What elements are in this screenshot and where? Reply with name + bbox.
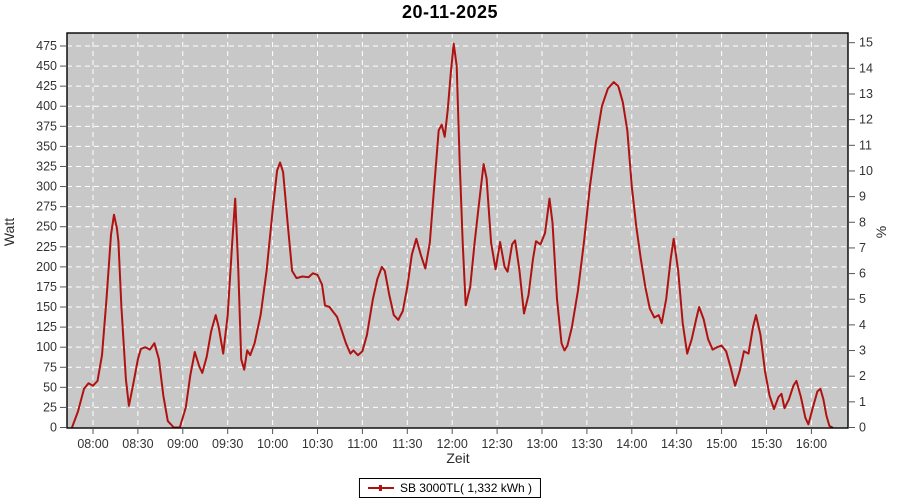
x-tick-label: 13:00 bbox=[526, 437, 557, 451]
y-right-tick-label: 5 bbox=[859, 292, 866, 306]
y-right-tick-label: 0 bbox=[859, 421, 866, 435]
x-tick-label: 15:30 bbox=[751, 437, 782, 451]
chart-title: 20-11-2025 bbox=[401, 2, 499, 22]
y-right-tick-label: 8 bbox=[859, 215, 866, 229]
y-right-tick-label: 2 bbox=[859, 369, 866, 383]
y-left-tick-label: 150 bbox=[36, 300, 57, 314]
y-left-tick-label: 400 bbox=[36, 99, 57, 113]
x-tick-label: 14:00 bbox=[616, 437, 647, 451]
x-tick-label: 11:00 bbox=[347, 437, 377, 451]
y-left-tick-label: 350 bbox=[36, 139, 57, 153]
y-left-tick-label: 325 bbox=[36, 159, 57, 173]
y-left-tick-label: 275 bbox=[36, 200, 57, 214]
y-right-tick-label: 4 bbox=[859, 318, 866, 332]
plot-border bbox=[66, 32, 849, 429]
y-right-tick-label: 9 bbox=[859, 190, 866, 204]
y-left-tick-label: 300 bbox=[36, 180, 57, 194]
y-left-tick-label: 425 bbox=[36, 79, 57, 93]
x-axis-title: Zeit bbox=[446, 450, 470, 466]
x-tick-label: 15:00 bbox=[706, 437, 737, 451]
x-tick-label: 08:00 bbox=[77, 437, 108, 451]
x-tick-label: 09:00 bbox=[167, 437, 198, 451]
x-tick-label: 12:30 bbox=[481, 437, 512, 451]
y-right-tick-label: 7 bbox=[859, 241, 866, 255]
y-left-tick-label: 175 bbox=[36, 280, 57, 294]
y-left-tick-label: 475 bbox=[36, 39, 57, 53]
x-tick-label: 08:30 bbox=[122, 437, 153, 451]
x-tick-label: 12:00 bbox=[437, 437, 468, 451]
y-left-tick-label: 75 bbox=[43, 360, 57, 374]
legend-series-label: SB 3000TL( 1,332 kWh ) bbox=[399, 481, 533, 495]
y-left-tick-label: 125 bbox=[36, 320, 57, 334]
x-tick-label: 09:30 bbox=[212, 437, 243, 451]
y-left-tick-label: 100 bbox=[36, 340, 57, 354]
x-tick-label: 10:00 bbox=[257, 437, 288, 451]
x-tick-label: 10:30 bbox=[302, 437, 333, 451]
y-right-tick-label: 3 bbox=[859, 344, 866, 358]
y-right-tick-label: 12 bbox=[859, 113, 873, 127]
x-tick-label: 13:30 bbox=[571, 437, 602, 451]
y-right-tick-label: 15 bbox=[859, 36, 873, 50]
y-left-tick-label: 450 bbox=[36, 59, 57, 73]
y-right-tick-label: 1 bbox=[859, 395, 866, 409]
x-tick-label: 16:00 bbox=[796, 437, 827, 451]
y-right-tick-label: 13 bbox=[859, 87, 873, 101]
legend: SB 3000TL( 1,332 kWh ) bbox=[358, 478, 542, 498]
y-left-tick-label: 375 bbox=[36, 119, 57, 133]
left-axis-title: Watt bbox=[1, 217, 17, 247]
y-right-tick-label: 14 bbox=[859, 61, 873, 75]
right-axis-title: % bbox=[873, 225, 889, 239]
y-left-tick-label: 200 bbox=[36, 260, 57, 274]
y-right-tick-label: 11 bbox=[859, 138, 872, 152]
y-left-tick-label: 0 bbox=[50, 421, 57, 435]
legend-line-marker bbox=[367, 485, 394, 491]
series-line bbox=[71, 42, 834, 429]
y-left-tick-label: 250 bbox=[36, 220, 57, 234]
y-left-tick-label: 225 bbox=[36, 240, 57, 254]
y-left-tick-label: 50 bbox=[43, 380, 57, 394]
x-tick-label: 11:30 bbox=[392, 437, 422, 451]
y-right-tick-label: 10 bbox=[859, 164, 873, 178]
y-right-tick-label: 6 bbox=[859, 267, 866, 281]
y-left-tick-label: 25 bbox=[43, 400, 57, 414]
x-tick-label: 14:30 bbox=[661, 437, 692, 451]
